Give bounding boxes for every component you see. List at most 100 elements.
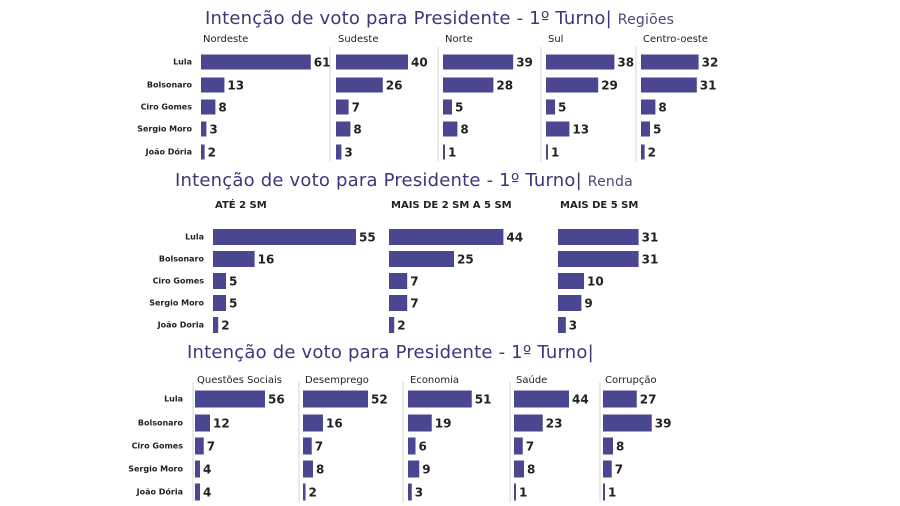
bar-economia-ciro-gomes: [408, 437, 416, 455]
renda-chart-title: Intenção de voto para Presidente - 1º Tu…: [175, 170, 633, 191]
data-label-questoes-sociais-sergio-moro: 4: [203, 463, 211, 477]
data-label-mais-de-5-sm-bolsonaro: 31: [642, 253, 659, 267]
data-label-mais-de-2-sm-a-5-sm-sergio-moro: 7: [410, 297, 418, 311]
bar-centro-oeste-joao-doria: [641, 144, 645, 160]
category-label-joao-doria: João Dória: [136, 487, 183, 497]
category-label-lula: Lula: [185, 233, 204, 242]
bar-mais-de-2-sm-a-5-sm-lula: [389, 229, 504, 245]
group-label-mais-de-2-sm-a-5-sm: MAIS DE 2 SM A 5 SM: [391, 200, 512, 211]
bar-desemprego-joao-doria: [303, 483, 306, 501]
group-label-norte: Norte: [445, 34, 473, 45]
data-label-mais-de-5-sm-ciro-gomes: 10: [587, 275, 604, 289]
data-label-sul-joao-doria: 1: [551, 146, 559, 160]
regioes-subtitle: Regiões: [617, 12, 675, 28]
bar-sudeste-sergio-moro: [336, 121, 351, 137]
bar-saude-bolsonaro: [514, 414, 543, 432]
data-label-norte-ciro-gomes: 5: [455, 101, 463, 115]
bar-mais-de-2-sm-a-5-sm-bolsonaro: [389, 251, 454, 267]
data-label-economia-lula: 51: [475, 393, 492, 407]
data-label-ate-2-sm-ciro-gomes: 5: [229, 275, 237, 289]
data-label-economia-sergio-moro: 9: [422, 463, 430, 477]
data-label-sul-ciro-gomes: 5: [558, 101, 566, 115]
data-label-mais-de-2-sm-a-5-sm-ciro-gomes: 7: [410, 275, 418, 289]
group-label-ate-2-sm: ATÉ 2 SM: [215, 198, 267, 211]
data-label-centro-oeste-joao-doria: 2: [648, 146, 656, 160]
data-label-centro-oeste-bolsonaro: 31: [700, 79, 717, 93]
bar-ate-2-sm-ciro-gomes: [213, 273, 226, 289]
data-label-desemprego-joao-doria: 2: [309, 486, 317, 500]
category-label-joao-doria: João Dória: [145, 147, 192, 157]
data-label-mais-de-2-sm-a-5-sm-bolsonaro: 25: [457, 253, 474, 267]
renda-subtitle: Renda: [587, 174, 633, 190]
bar-ate-2-sm-joao-doria: [213, 317, 219, 333]
bar-mais-de-5-sm-joao-doria: [558, 317, 566, 333]
data-label-desemprego-lula: 52: [371, 393, 388, 407]
category-label-bolsonaro: Bolsonaro: [147, 81, 193, 90]
bar-questoes-sociais-bolsonaro: [195, 414, 210, 432]
bar-norte-bolsonaro: [443, 77, 494, 93]
bar-questoes-sociais-sergio-moro: [195, 460, 200, 478]
category-label-ciro-gomes: Ciro Gomes: [132, 442, 184, 451]
data-label-nordeste-ciro-gomes: 8: [218, 101, 226, 115]
category-label-sergio-moro: Sergio Moro: [128, 465, 183, 474]
bar-sudeste-ciro-gomes: [336, 99, 349, 115]
category-label-sergio-moro: Sergio Moro: [149, 299, 204, 308]
data-label-mais-de-2-sm-a-5-sm-joao-doria: 2: [397, 319, 405, 333]
bar-economia-joao-doria: [408, 483, 412, 501]
data-label-nordeste-sergio-moro: 3: [209, 123, 217, 137]
data-label-mais-de-5-sm-sergio-moro: 9: [584, 297, 592, 311]
bar-saude-sergio-moro: [514, 460, 524, 478]
group-label-corrupcao: Corrupção: [605, 375, 657, 386]
data-label-centro-oeste-ciro-gomes: 8: [658, 101, 666, 115]
category-label-lula: Lula: [173, 58, 192, 67]
bar-nordeste-sergio-moro: [201, 121, 207, 137]
bar-saude-ciro-gomes: [514, 437, 523, 455]
data-label-corrupcao-bolsonaro: 39: [655, 417, 672, 431]
bar-centro-oeste-ciro-gomes: [641, 99, 656, 115]
category-label-bolsonaro: Bolsonaro: [159, 255, 205, 264]
bar-saude-lula: [514, 390, 569, 408]
bar-mais-de-5-sm-sergio-moro: [558, 295, 582, 311]
category-label-joao-doria: João Doria: [157, 321, 204, 330]
data-label-ate-2-sm-joao-doria: 2: [221, 319, 229, 333]
group-label-questoes-sociais: Questões Sociais: [197, 375, 282, 386]
data-label-ate-2-sm-lula: 55: [359, 231, 376, 245]
data-label-nordeste-lula: 61: [314, 56, 331, 70]
data-label-nordeste-bolsonaro: 13: [227, 79, 244, 93]
data-label-sudeste-sergio-moro: 8: [353, 123, 361, 137]
bar-ate-2-sm-bolsonaro: [213, 251, 255, 267]
data-label-desemprego-bolsonaro: 16: [326, 417, 343, 431]
bar-sudeste-bolsonaro: [336, 77, 383, 93]
category-label-bolsonaro: Bolsonaro: [138, 419, 184, 428]
group-label-centro-oeste: Centro-oeste: [643, 34, 708, 45]
bar-desemprego-bolsonaro: [303, 414, 323, 432]
bar-questoes-sociais-joao-doria: [195, 483, 200, 501]
category-label-ciro-gomes: Ciro Gomes: [141, 103, 193, 112]
bar-mais-de-2-sm-a-5-sm-joao-doria: [389, 317, 395, 333]
bar-nordeste-bolsonaro: [201, 77, 225, 93]
bar-corrupcao-joao-doria: [603, 483, 605, 501]
bar-sudeste-joao-doria: [336, 144, 342, 160]
data-label-questoes-sociais-joao-doria: 4: [203, 486, 211, 500]
bar-centro-oeste-lula: [641, 54, 699, 70]
bar-questoes-sociais-ciro-gomes: [195, 437, 204, 455]
data-label-corrupcao-ciro-gomes: 8: [616, 440, 624, 454]
data-label-economia-bolsonaro: 19: [435, 417, 452, 431]
data-label-sudeste-bolsonaro: 26: [386, 79, 403, 93]
data-label-centro-oeste-lula: 32: [702, 56, 719, 70]
group-label-mais-de-5-sm: MAIS DE 5 SM: [560, 200, 638, 211]
data-label-mais-de-5-sm-joao-doria: 3: [569, 319, 577, 333]
data-label-questoes-sociais-lula: 56: [268, 393, 285, 407]
data-label-economia-joao-doria: 3: [415, 486, 423, 500]
bar-ate-2-sm-sergio-moro: [213, 295, 226, 311]
data-label-corrupcao-lula: 27: [640, 393, 657, 407]
bar-norte-lula: [443, 54, 514, 70]
data-label-questoes-sociais-bolsonaro: 12: [213, 417, 230, 431]
bar-questoes-sociais-lula: [195, 390, 265, 408]
bar-mais-de-5-sm-ciro-gomes: [558, 273, 584, 289]
bar-norte-ciro-gomes: [443, 99, 452, 115]
group-label-sudeste: Sudeste: [338, 34, 378, 45]
group-label-sul: Sul: [548, 34, 563, 45]
group-label-desemprego: Desemprego: [305, 375, 369, 386]
